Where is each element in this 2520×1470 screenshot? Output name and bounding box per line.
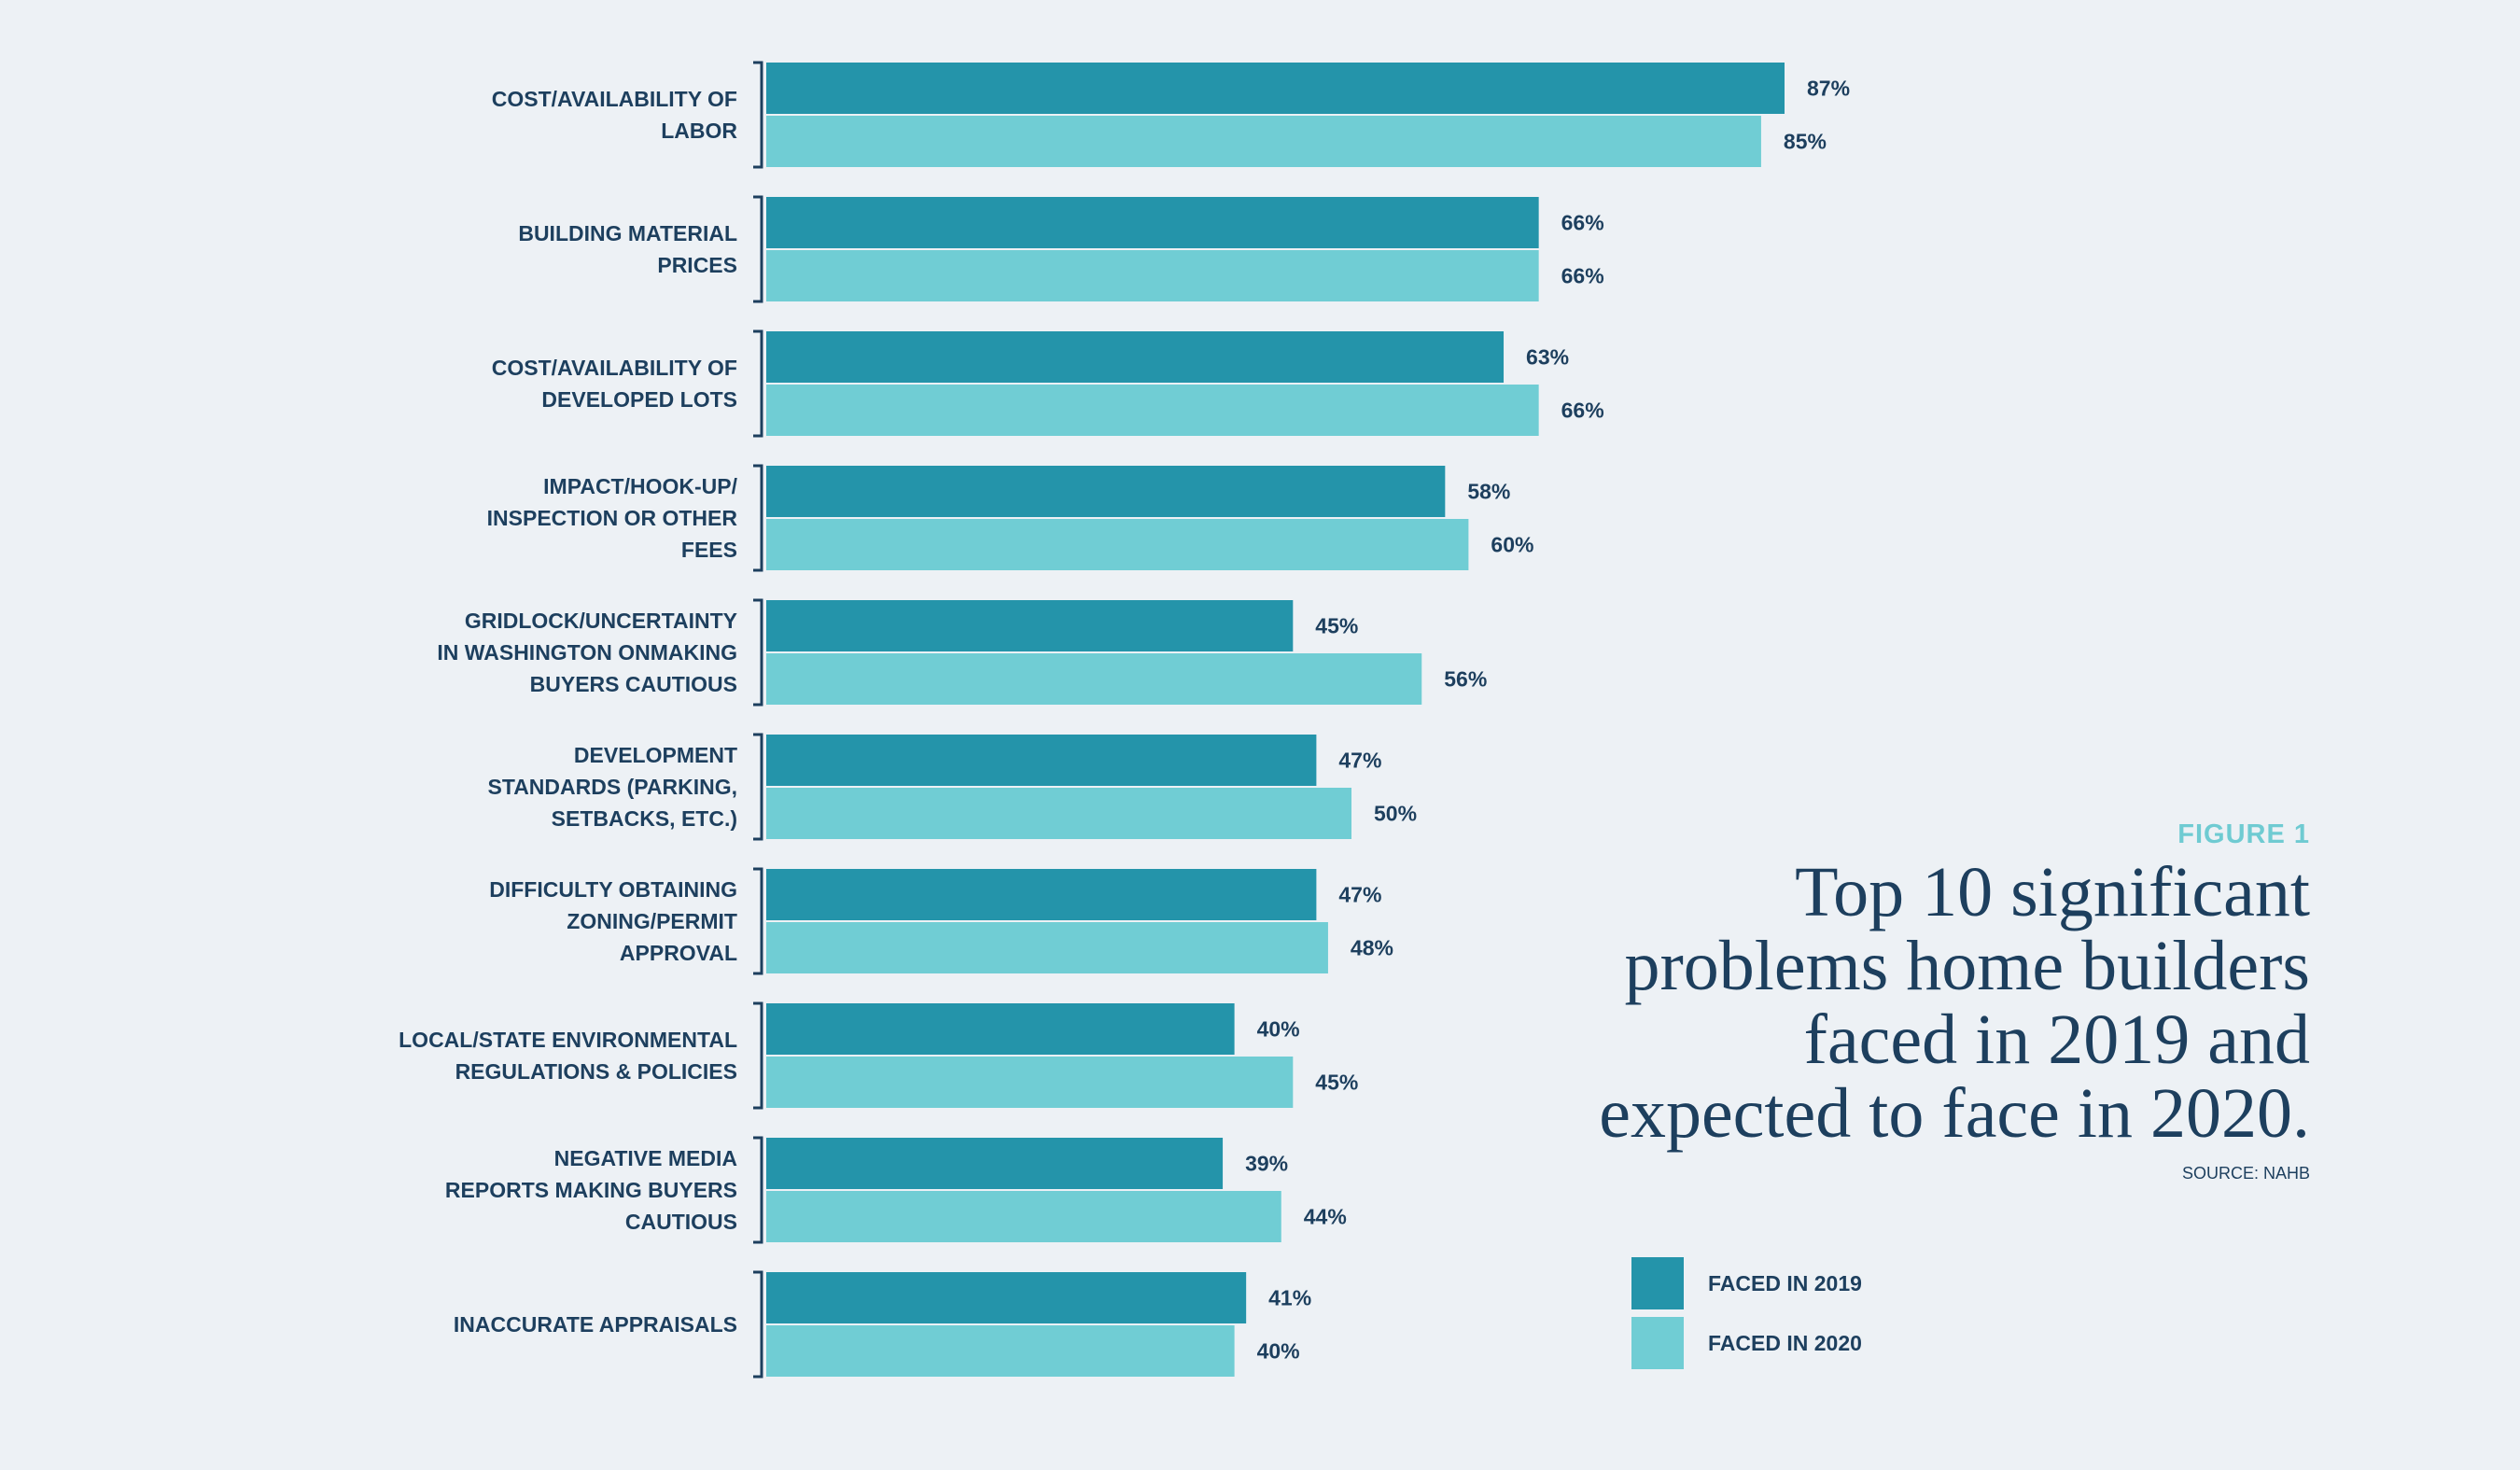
bar-2019-5 [766,600,1294,651]
category-label-9: NEGATIVE MEDIA REPORTS MAKING BUYERS CAUTI… [445,1146,737,1234]
chart-legend: FACED IN 2019 FACED IN 2020 [1631,1257,1862,1377]
category-bracket-3 [753,329,763,438]
value-label-2019-8: 40% [1257,1017,1300,1042]
bar-2019-8 [766,1003,1235,1055]
value-label-2019-7: 47% [1338,883,1381,907]
value-label-2019-3: 63% [1526,345,1569,370]
category-label-2: BUILDING MATERIAL PRICES [518,221,737,277]
bar-2020-7 [766,922,1328,973]
title-line-2: problems home builders [1624,927,2310,1005]
bar-2019-7 [766,869,1317,920]
category-label-8: LOCAL/STATE ENVIRONMENTAL REGULATIONS & P… [399,1028,737,1084]
category-bracket-2 [753,195,763,303]
value-label-2020-1: 85% [1784,130,1827,154]
category-bracket-4 [753,464,763,572]
bar-2020-2 [766,250,1539,301]
category-label-3: COST/AVAILABILITY OF DEVELOPED LOTS [492,356,737,412]
value-label-2019-10: 41% [1268,1286,1311,1310]
value-label-2020-2: 66% [1561,264,1604,288]
value-label-2020-6: 50% [1374,802,1417,826]
category-bracket-9 [753,1136,763,1244]
value-label-2020-9: 44% [1304,1205,1347,1229]
bar-2020-1 [766,116,1761,167]
legend-label-2019: FACED IN 2019 [1708,1270,1862,1295]
legend-label-2020: FACED IN 2020 [1708,1330,1862,1355]
value-label-2020-8: 45% [1315,1071,1358,1095]
category-label-6: DEVELOPMENT STANDARDS (PARKING, SETBACKS, … [488,743,737,831]
category-label-5: GRIDLOCK/UNCERTAINTY IN WASHINGTON ONMAKI… [437,609,737,696]
bar-2019-2 [766,197,1539,248]
bar-2020-3 [766,385,1539,436]
value-label-2019-9: 39% [1245,1152,1288,1176]
value-label-2019-4: 58% [1467,480,1510,504]
category-bracket-5 [753,598,763,707]
bar-2019-1 [766,63,1785,114]
value-label-2019-5: 45% [1315,614,1358,638]
bar-2020-6 [766,788,1352,839]
value-label-2020-10: 40% [1257,1339,1300,1364]
category-label-7: DIFFICULTY OBTAINING ZONING/PERMIT APPROVA… [489,877,737,965]
title-line-4: expected to face in 2020. [1599,1074,2310,1153]
category-label-1: COST/AVAILABILITY OF LABOR [492,87,738,143]
figure-title-block: FIGURE 1 Top 10 significant problems hom… [1563,819,2310,1183]
value-label-2019-1: 87% [1807,77,1850,101]
title-line-3: faced in 2019 and [1803,1001,2310,1079]
legend-item-2020: FACED IN 2020 [1631,1317,1862,1369]
chart-title: Top 10 significant problems home builder… [1563,856,2310,1151]
bar-2019-3 [766,331,1505,383]
bar-2020-5 [766,653,1422,705]
category-bracket-7 [753,867,763,975]
legend-item-2019: FACED IN 2019 [1631,1257,1862,1309]
value-label-2020-4: 60% [1491,533,1533,557]
bar-2020-4 [766,519,1469,570]
bar-2019-9 [766,1138,1224,1189]
bar-2020-9 [766,1191,1281,1242]
category-bracket-6 [753,733,763,841]
category-label-4: IMPACT/HOOK-UP/INSPECTION OR OTHER FEES [487,474,738,562]
bar-2019-10 [766,1272,1247,1323]
category-bracket-1 [753,61,763,169]
bar-2020-10 [766,1325,1235,1377]
legend-swatch-2019 [1631,1257,1684,1309]
bar-2019-4 [766,466,1446,517]
bar-2020-8 [766,1057,1294,1108]
value-label-2020-7: 48% [1351,936,1393,960]
bar-2019-6 [766,735,1317,786]
figure-label: FIGURE 1 [2177,819,2310,849]
category-bracket-8 [753,1001,763,1110]
category-label-10: INACCURATE APPRAISALS [454,1312,737,1337]
value-label-2020-3: 66% [1561,399,1604,423]
category-bracket-10 [753,1270,763,1379]
title-line-1: Top 10 significant [1795,853,2310,931]
value-label-2020-5: 56% [1444,667,1487,692]
value-label-2019-6: 47% [1338,749,1381,773]
legend-swatch-2020 [1631,1317,1684,1369]
source-note: SOURCE: NAHB [2181,1164,2310,1183]
value-label-2019-2: 66% [1561,211,1604,235]
